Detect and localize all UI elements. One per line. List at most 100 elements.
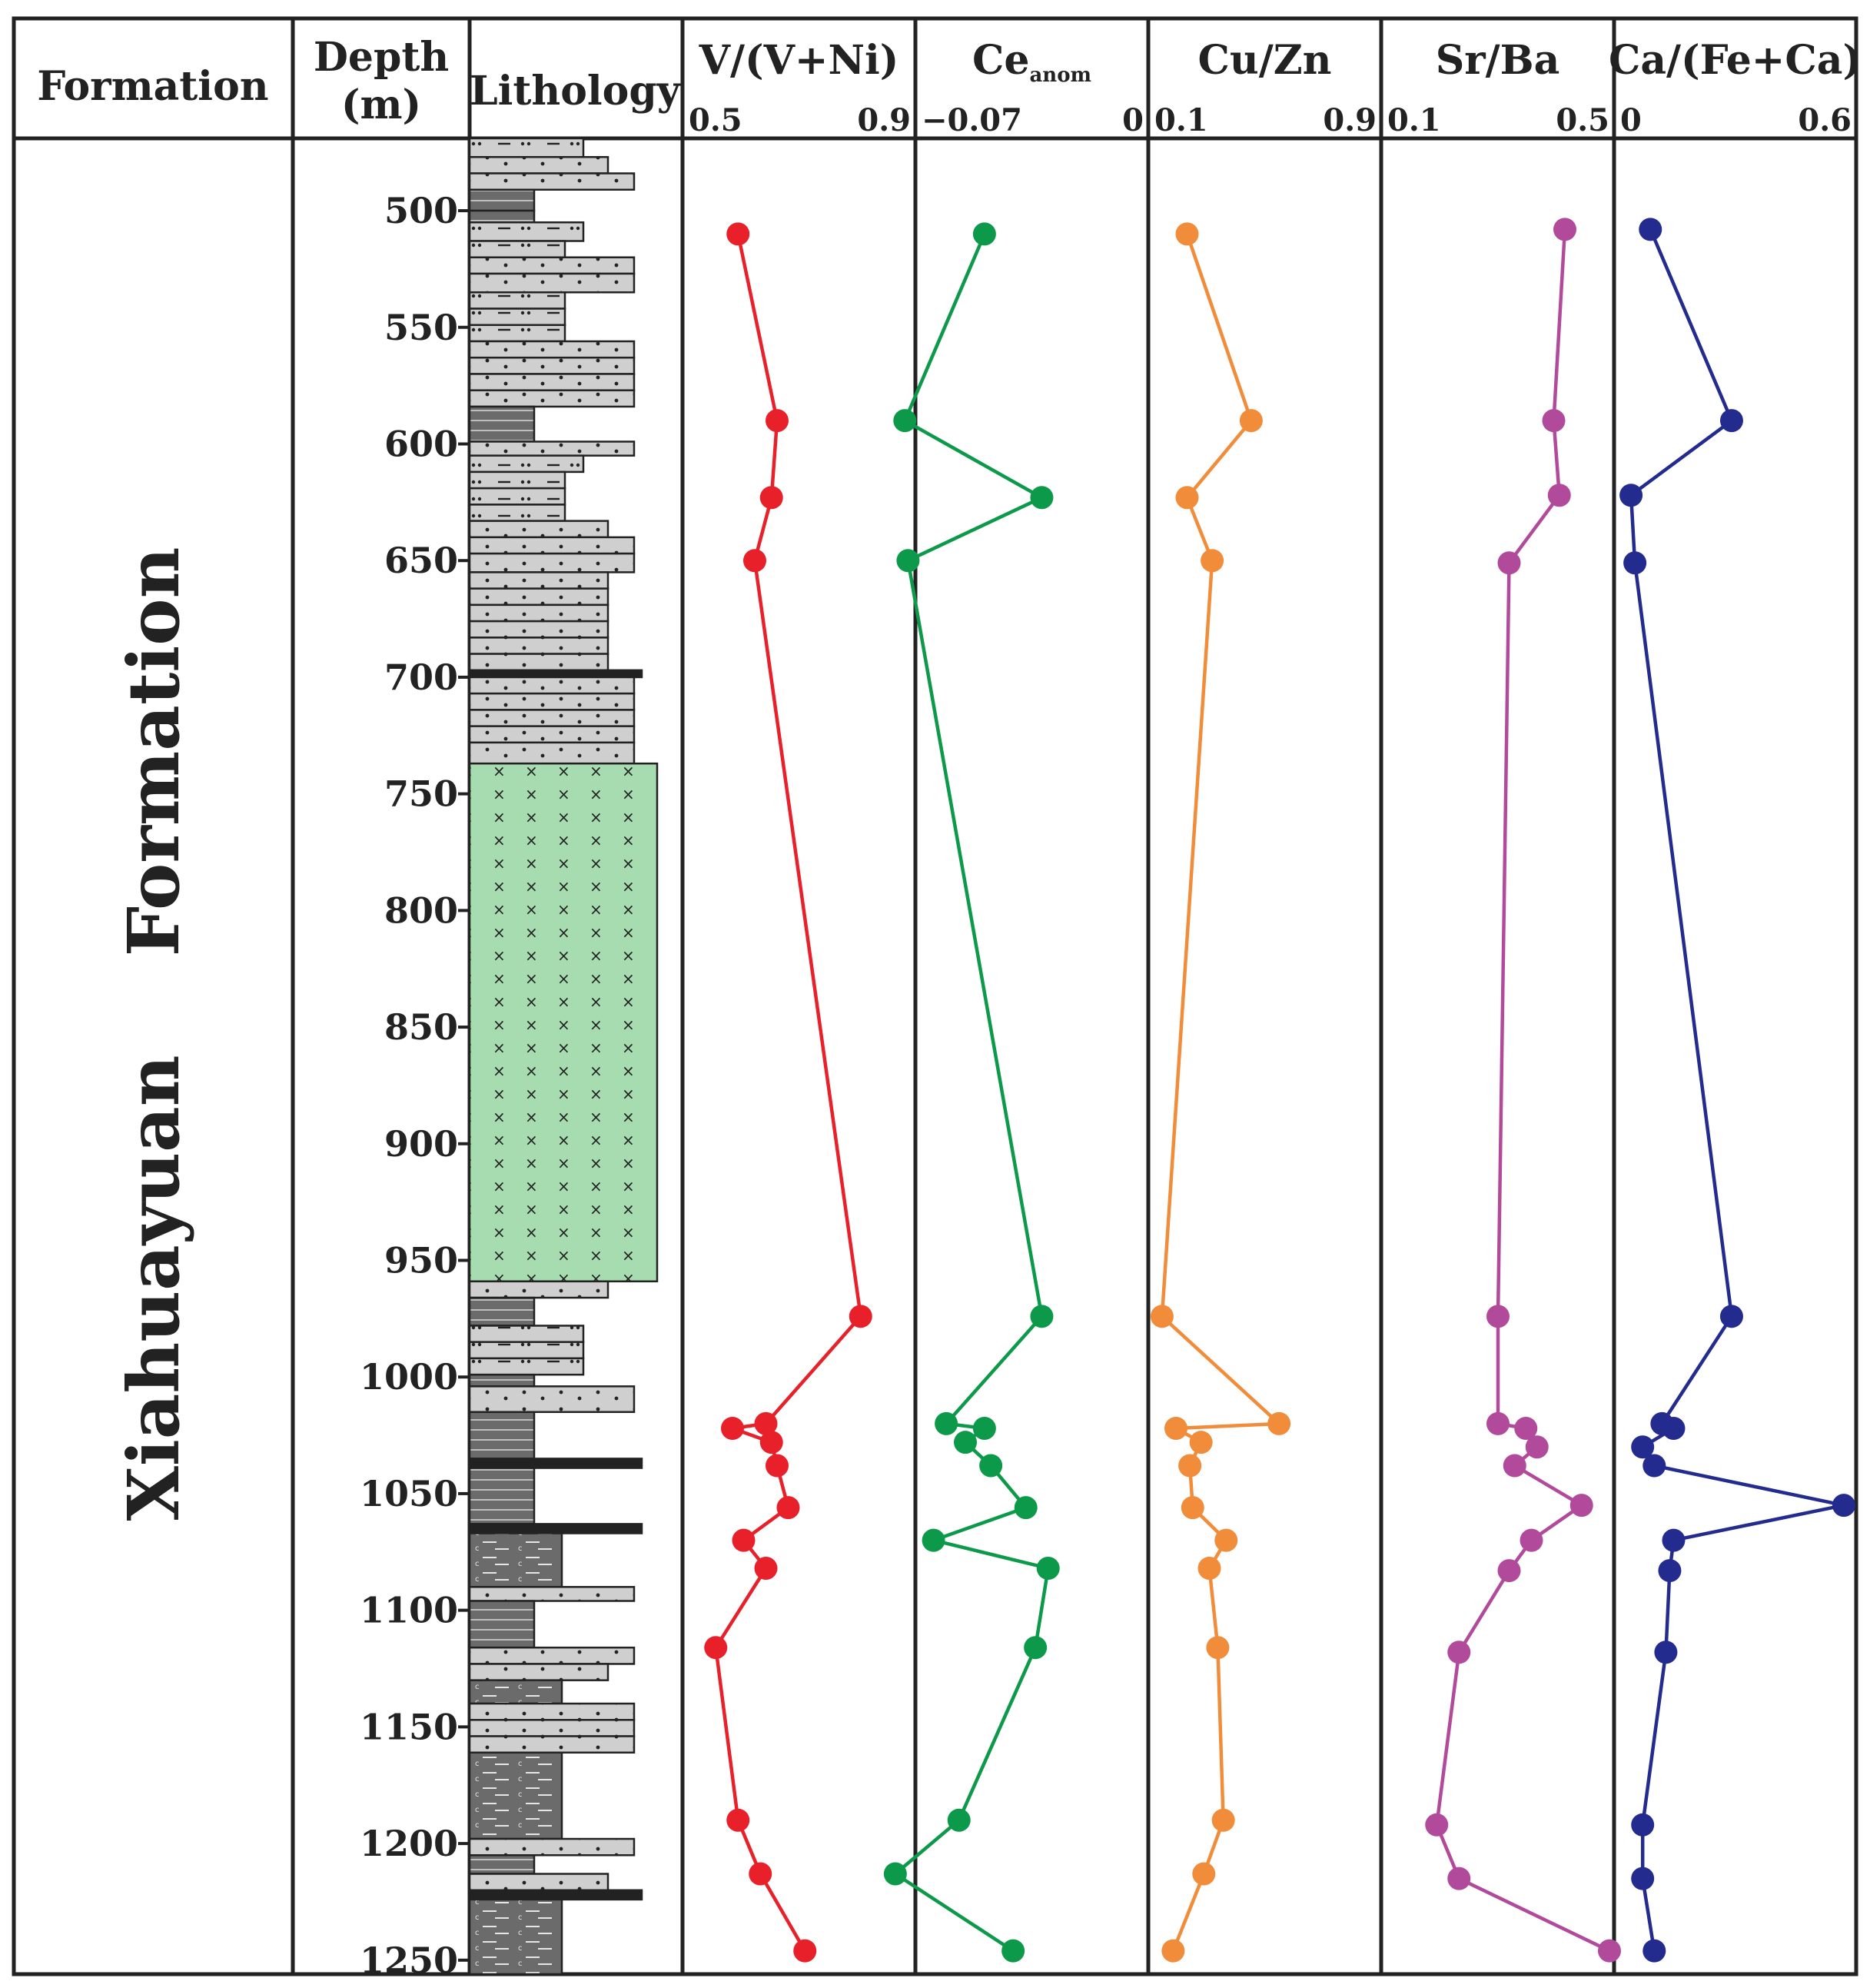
series-panel: Sr/Ba 0.1 0.5: [1387, 37, 1621, 1963]
data-point: [1623, 551, 1647, 575]
lithology-layer-siltstone-narrow: [468, 504, 566, 522]
data-point: [1832, 1494, 1855, 1518]
lithology-layer-sandstone-wide: [468, 536, 636, 555]
series-panel: V/(V+Ni) 0.5 0.9: [689, 37, 911, 1963]
data-point: [759, 1431, 783, 1454]
data-point: [1206, 1636, 1230, 1660]
data-point: [1036, 1557, 1060, 1581]
lithology-layer-mudstone: [468, 188, 536, 212]
data-point: [1514, 1416, 1538, 1440]
lithology-layer-siltstone-narrow: [468, 470, 566, 490]
lithology-layer-sandstone-wide: [468, 373, 636, 391]
series-line: [1160, 233, 1281, 1952]
data-point: [1719, 409, 1743, 433]
x-axis-max-label: 0.9: [857, 102, 911, 138]
data-point: [1569, 1494, 1593, 1518]
lithology-header: Lithology: [470, 68, 682, 115]
series-title: V/(V+Ni): [699, 37, 899, 84]
depth-tick-label: 850: [384, 1006, 458, 1048]
data-point: [883, 1862, 907, 1886]
lithology-layer-sandstone: [468, 1873, 609, 1892]
data-point: [1662, 1416, 1686, 1440]
lithology-layer-carbshale: [468, 1898, 563, 1976]
lithology-layer-sandstone-wide: [468, 1702, 636, 1721]
series-title: Cu/Zn: [1198, 37, 1332, 84]
data-point: [1486, 1305, 1510, 1328]
lithology-layer-sandstone-wide: [468, 1586, 636, 1602]
x-axis-min-label: 0.1: [1387, 102, 1441, 138]
table-frame: [12, 16, 1858, 1976]
data-point: [1447, 1867, 1471, 1890]
depth-header: Depth: [314, 34, 449, 81]
depth-tick-label: 1200: [360, 1823, 458, 1864]
lithology-layer-sandstone-wide: [468, 340, 636, 359]
data-point: [1239, 409, 1263, 433]
data-point: [1547, 484, 1571, 507]
data-point: [1001, 1939, 1025, 1963]
lithology-layer-sandstone-wide: [468, 440, 636, 457]
lithology-layer-siltstone: [468, 1341, 585, 1360]
lithology-layer-siltstone: [468, 454, 585, 474]
data-point: [1425, 1813, 1449, 1837]
lithology-layer-coal: [468, 1889, 643, 1901]
lithology-layer-siltstone: [468, 1325, 585, 1343]
data-point: [947, 1808, 971, 1832]
lithology-layer-sandstone-wide: [468, 1735, 636, 1754]
data-point: [1214, 1528, 1238, 1552]
data-point: [1662, 1528, 1686, 1552]
data-point: [776, 1496, 800, 1520]
depth-tick-label: 1250: [360, 1940, 458, 1981]
lithology-layer-sandstone-wide: [468, 1837, 636, 1857]
lithology-layer-sandstone-wide: [468, 256, 636, 275]
formation-name: Xiahuayuan Formation: [112, 547, 195, 1521]
depth-tick-label: 800: [384, 889, 458, 931]
data-point: [1030, 486, 1054, 510]
lithology-layer-sandstone-wide: [468, 356, 636, 375]
data-point: [1175, 222, 1199, 246]
series-title: Ceanom: [972, 37, 1091, 87]
series-title-subscript: anom: [1029, 64, 1091, 87]
data-point: [972, 222, 996, 246]
x-axis-min-label: 0.5: [689, 102, 742, 138]
lithology-layer-sandstone-wide: [468, 552, 636, 573]
data-point: [1642, 1454, 1666, 1478]
data-point: [1619, 484, 1643, 507]
data-point: [922, 1528, 945, 1552]
lithology-layer-mudstone: [468, 1467, 536, 1525]
lithology-layer-sandstone: [468, 587, 609, 607]
lithology-layer-sandstone: [468, 603, 609, 623]
lithology-layer-siltstone-narrow: [468, 487, 566, 506]
data-point: [732, 1528, 756, 1552]
data-point: [1542, 409, 1566, 433]
series-title-text: Cu/Zn: [1198, 37, 1332, 84]
lithology-layer-sandstone: [468, 156, 609, 175]
lithology-layer-mudstone: [468, 1373, 536, 1388]
data-point: [1553, 218, 1576, 241]
lithology-layer-siltstone-narrow: [468, 291, 566, 310]
data-point: [1178, 1454, 1202, 1478]
depth-tick-label: 650: [384, 540, 458, 581]
lithology-column: [468, 137, 659, 1976]
lithology-layer-coal: [468, 669, 643, 679]
data-point: [1631, 1435, 1655, 1459]
data-point: [1150, 1305, 1174, 1328]
data-point: [1201, 549, 1224, 573]
lithology-layer-sandstone: [468, 1663, 609, 1681]
data-point: [766, 409, 789, 433]
lithology-layer-sandstone-wide: [468, 741, 636, 765]
data-point: [1658, 1559, 1682, 1583]
data-point: [896, 549, 920, 573]
data-point: [849, 1305, 872, 1328]
lithology-layer-coal: [468, 1458, 643, 1469]
lithology-layer-mudstone: [468, 1411, 536, 1460]
lithology-layer-sandstone: [468, 571, 609, 590]
depth-tick-label: 500: [384, 190, 458, 231]
formation-header: Formation: [37, 63, 268, 110]
data-point: [1719, 1305, 1743, 1328]
lithology-layer-sandstone: [468, 653, 609, 672]
data-point: [1267, 1411, 1291, 1435]
data-point: [1181, 1496, 1204, 1520]
lithology-layer-mudstone: [468, 1296, 536, 1327]
series-title-text: Sr/Ba: [1436, 37, 1560, 84]
series-line: [893, 233, 1050, 1953]
